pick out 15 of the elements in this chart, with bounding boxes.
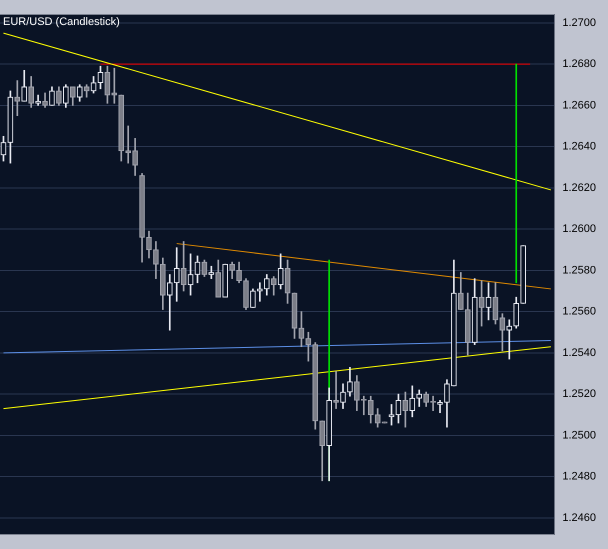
y-tick-label: 1.2520 — [562, 388, 596, 400]
y-tick-label: 1.2640 — [562, 140, 596, 153]
y-tick-label: 1.2680 — [562, 58, 596, 70]
y-tick-label: 1.2580 — [562, 264, 596, 276]
y-tick-label: 1.2620 — [562, 182, 596, 194]
y-tick-label: 1.2600 — [562, 223, 596, 236]
y-tick-label: 1.2700 — [562, 16, 596, 29]
y-tick-label: 1.2480 — [562, 470, 596, 483]
chart-title: EUR/USD (Candlestick) — [3, 16, 120, 28]
y-tick-label: 1.2660 — [562, 99, 596, 112]
y-tick-label: 1.2500 — [562, 429, 596, 442]
candlestick — [437, 400, 443, 414]
y-tick-label: 1.2560 — [562, 306, 596, 318]
y-tick-label: 1.2460 — [562, 512, 596, 524]
y-tick-label: 1.2540 — [562, 346, 596, 359]
